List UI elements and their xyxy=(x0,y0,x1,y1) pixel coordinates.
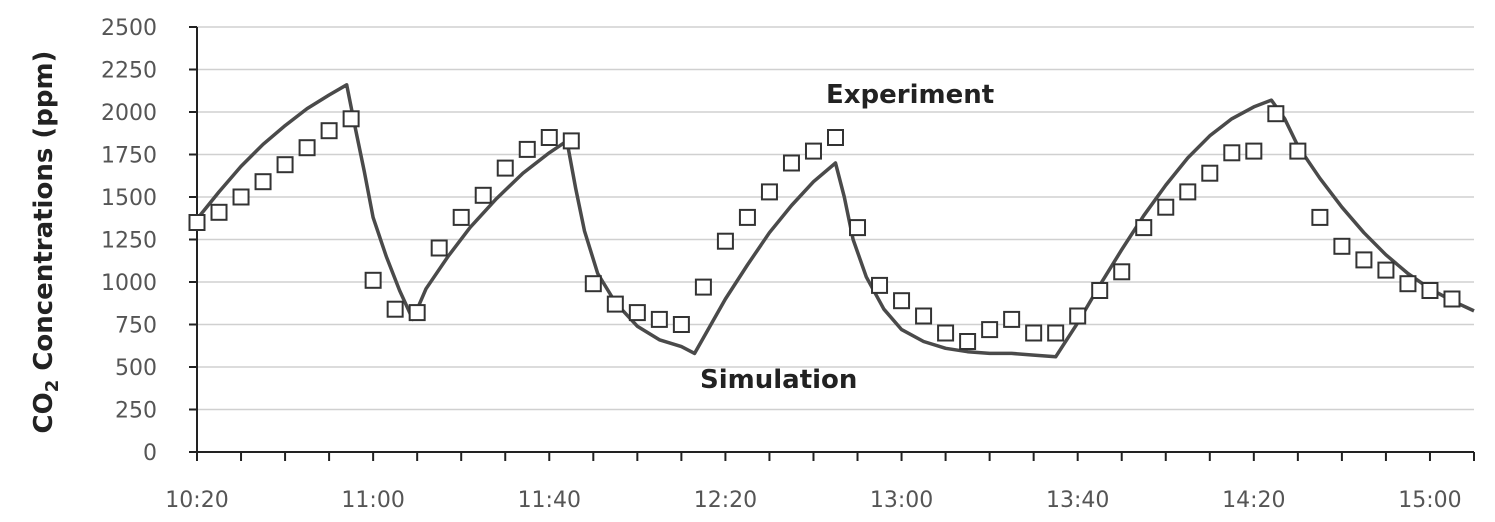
y-tick-label-1: 250 xyxy=(115,399,157,424)
simulation-series xyxy=(195,83,1475,359)
x-tick-label-2: 11:40 xyxy=(518,488,581,513)
experiment-point-23 xyxy=(694,278,712,296)
experiment-point-34 xyxy=(937,324,955,342)
experiment-point-50 xyxy=(1289,142,1307,160)
x-tick-label-4: 13:00 xyxy=(870,488,933,513)
experiment-point-35 xyxy=(959,333,977,350)
experiment-point-45 xyxy=(1179,183,1197,201)
y-tick-label-2: 500 xyxy=(115,356,157,381)
experiment-point-47 xyxy=(1223,144,1241,162)
experiment-point-2 xyxy=(232,188,250,206)
experiment-point-48 xyxy=(1245,142,1263,160)
experiment-point-51 xyxy=(1311,208,1329,226)
experiment-point-10 xyxy=(408,304,426,322)
experiment-point-1 xyxy=(210,203,228,221)
y-tick-label-4: 1000 xyxy=(101,271,157,296)
experiment-point-8 xyxy=(364,271,382,289)
experiment-point-54 xyxy=(1377,261,1395,279)
experiment-point-11 xyxy=(430,239,448,257)
experiment-series xyxy=(188,105,1461,350)
y-tick-label-9: 2250 xyxy=(101,59,157,84)
y-tick-label-5: 1250 xyxy=(101,229,157,254)
experiment-point-28 xyxy=(804,142,822,160)
experiment-point-20 xyxy=(628,304,646,322)
experiment-annotation: Experiment xyxy=(826,80,994,110)
experiment-point-29 xyxy=(827,129,844,146)
experiment-point-24 xyxy=(716,232,734,250)
experiment-point-5 xyxy=(298,139,316,157)
experiment-point-21 xyxy=(650,310,668,328)
experiment-point-44 xyxy=(1157,198,1175,216)
y-tick-label-6: 1500 xyxy=(101,186,157,211)
y-axis-label: CO2 Concentrations (ppm) xyxy=(29,51,63,434)
experiment-point-18 xyxy=(584,275,602,293)
x-tick-label-0: 10:20 xyxy=(165,488,228,513)
x-tick-label-7: 15:00 xyxy=(1398,488,1461,513)
experiment-point-52 xyxy=(1333,237,1351,255)
experiment-point-12 xyxy=(452,208,470,226)
experiment-point-14 xyxy=(496,159,514,177)
experiment-point-49 xyxy=(1267,105,1285,123)
axes xyxy=(189,26,1475,461)
experiment-point-16 xyxy=(540,129,558,146)
experiment-point-36 xyxy=(981,321,999,339)
x-tick-label-3: 12:20 xyxy=(694,488,757,513)
simulation-line xyxy=(195,83,1475,359)
experiment-point-57 xyxy=(1443,290,1461,308)
experiment-point-19 xyxy=(606,295,624,313)
experiment-point-26 xyxy=(760,183,778,201)
y-tick-label-8: 2000 xyxy=(101,101,157,126)
experiment-point-15 xyxy=(518,140,536,158)
experiment-point-17 xyxy=(562,132,580,150)
experiment-point-6 xyxy=(320,122,338,140)
y-tick-label-3: 750 xyxy=(115,314,157,339)
experiment-point-39 xyxy=(1047,324,1065,342)
experiment-point-3 xyxy=(254,173,272,191)
experiment-point-42 xyxy=(1113,263,1131,281)
experiment-point-40 xyxy=(1069,307,1087,325)
experiment-point-53 xyxy=(1355,251,1373,269)
simulation-annotation: Simulation xyxy=(700,365,857,395)
experiment-point-31 xyxy=(871,276,889,294)
y-tick-label-0: 0 xyxy=(143,441,157,466)
experiment-point-37 xyxy=(1003,310,1021,328)
y-tick-labels: 0 250 500 750 1000 1250 1500 1750 2000 2250 2500 xyxy=(101,16,157,466)
experiment-point-33 xyxy=(915,307,933,325)
experiment-point-41 xyxy=(1091,282,1109,299)
experiment-point-9 xyxy=(386,300,404,318)
x-tick-label-6: 14:20 xyxy=(1222,488,1285,513)
experiment-point-13 xyxy=(474,186,492,204)
experiment-point-32 xyxy=(893,292,911,310)
experiment-point-55 xyxy=(1399,275,1417,293)
experiment-point-30 xyxy=(849,219,867,237)
experiment-point-46 xyxy=(1201,164,1219,182)
experiment-point-25 xyxy=(738,208,756,226)
x-tick-label-5: 13:40 xyxy=(1046,488,1109,513)
x-tick-label-1: 11:00 xyxy=(341,488,404,513)
y-tick-label-10: 2500 xyxy=(101,16,157,41)
experiment-point-27 xyxy=(782,154,800,172)
experiment-point-4 xyxy=(276,156,294,174)
x-tick-labels: 10:20 11:00 11:40 12:20 13:00 13:40 14:20 15:00 xyxy=(165,488,1461,513)
gridlines xyxy=(197,26,1474,411)
experiment-point-56 xyxy=(1421,282,1439,299)
experiment-point-43 xyxy=(1135,219,1153,237)
experiment-point-22 xyxy=(672,316,690,333)
experiment-point-0 xyxy=(188,214,206,231)
y-tick-label-7: 1750 xyxy=(101,144,157,169)
experiment-point-38 xyxy=(1025,324,1043,342)
experiment-point-7 xyxy=(342,110,360,128)
